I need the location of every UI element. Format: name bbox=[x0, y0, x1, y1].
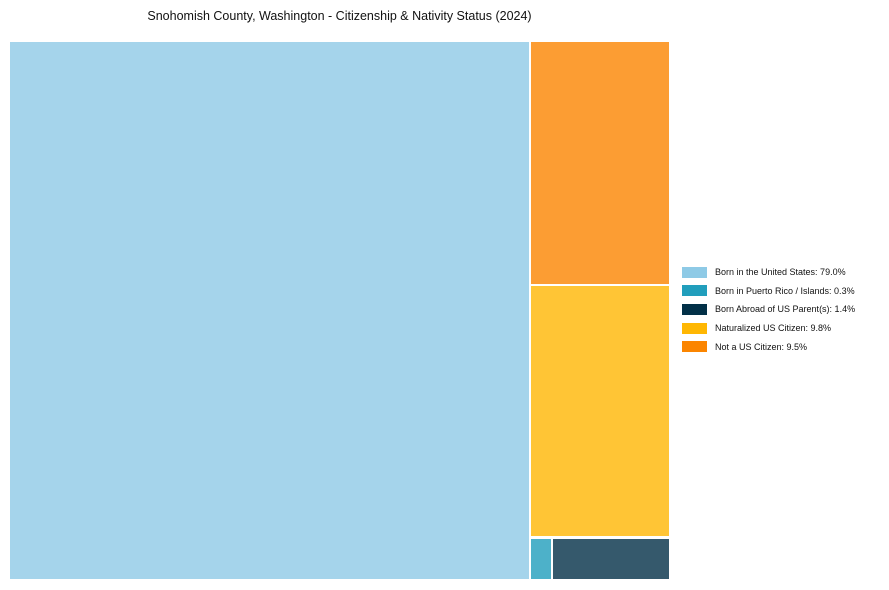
chart-title: Snohomish County, Washington - Citizensh… bbox=[147, 9, 532, 23]
treemap-segment-naturalized-us-citizen bbox=[531, 286, 669, 536]
legend-swatch-icon bbox=[682, 303, 707, 315]
legend-item-born-in-the-united-states: Born in the United States: 79.0% bbox=[682, 263, 855, 282]
legend-label: Born in Puerto Rico / Islands: 0.3% bbox=[715, 285, 855, 296]
legend: Born in the United States: 79.0% Born in … bbox=[682, 263, 855, 356]
legend-item-not-a-us-citizen: Not a US Citizen: 9.5% bbox=[682, 337, 855, 356]
legend-item-born-abroad-of-us-parent-s: Born Abroad of US Parent(s): 1.4% bbox=[682, 300, 855, 319]
legend-label: Born Abroad of US Parent(s): 1.4% bbox=[715, 304, 856, 315]
legend-swatch-icon bbox=[682, 341, 707, 353]
treemap-segment-born-in-puerto-rico-islands bbox=[531, 539, 551, 579]
legend-swatch-icon bbox=[682, 266, 707, 278]
legend-label: Naturalized US Citizen: 9.8% bbox=[715, 323, 832, 334]
legend-swatch-icon bbox=[682, 322, 707, 334]
legend-label: Born in the United States: 79.0% bbox=[715, 267, 846, 278]
legend-item-born-in-puerto-rico-islands: Born in Puerto Rico / Islands: 0.3% bbox=[682, 282, 855, 301]
treemap-segment-born-in-the-united-states bbox=[10, 42, 529, 579]
legend-item-naturalized-us-citizen: Naturalized US Citizen: 9.8% bbox=[682, 319, 855, 338]
legend-label: Not a US Citizen: 9.5% bbox=[715, 341, 808, 352]
legend-swatch-icon bbox=[682, 285, 707, 297]
treemap-segment-not-a-us-citizen bbox=[531, 42, 669, 284]
treemap-segment-born-abroad-of-us-parent-s bbox=[553, 539, 669, 579]
